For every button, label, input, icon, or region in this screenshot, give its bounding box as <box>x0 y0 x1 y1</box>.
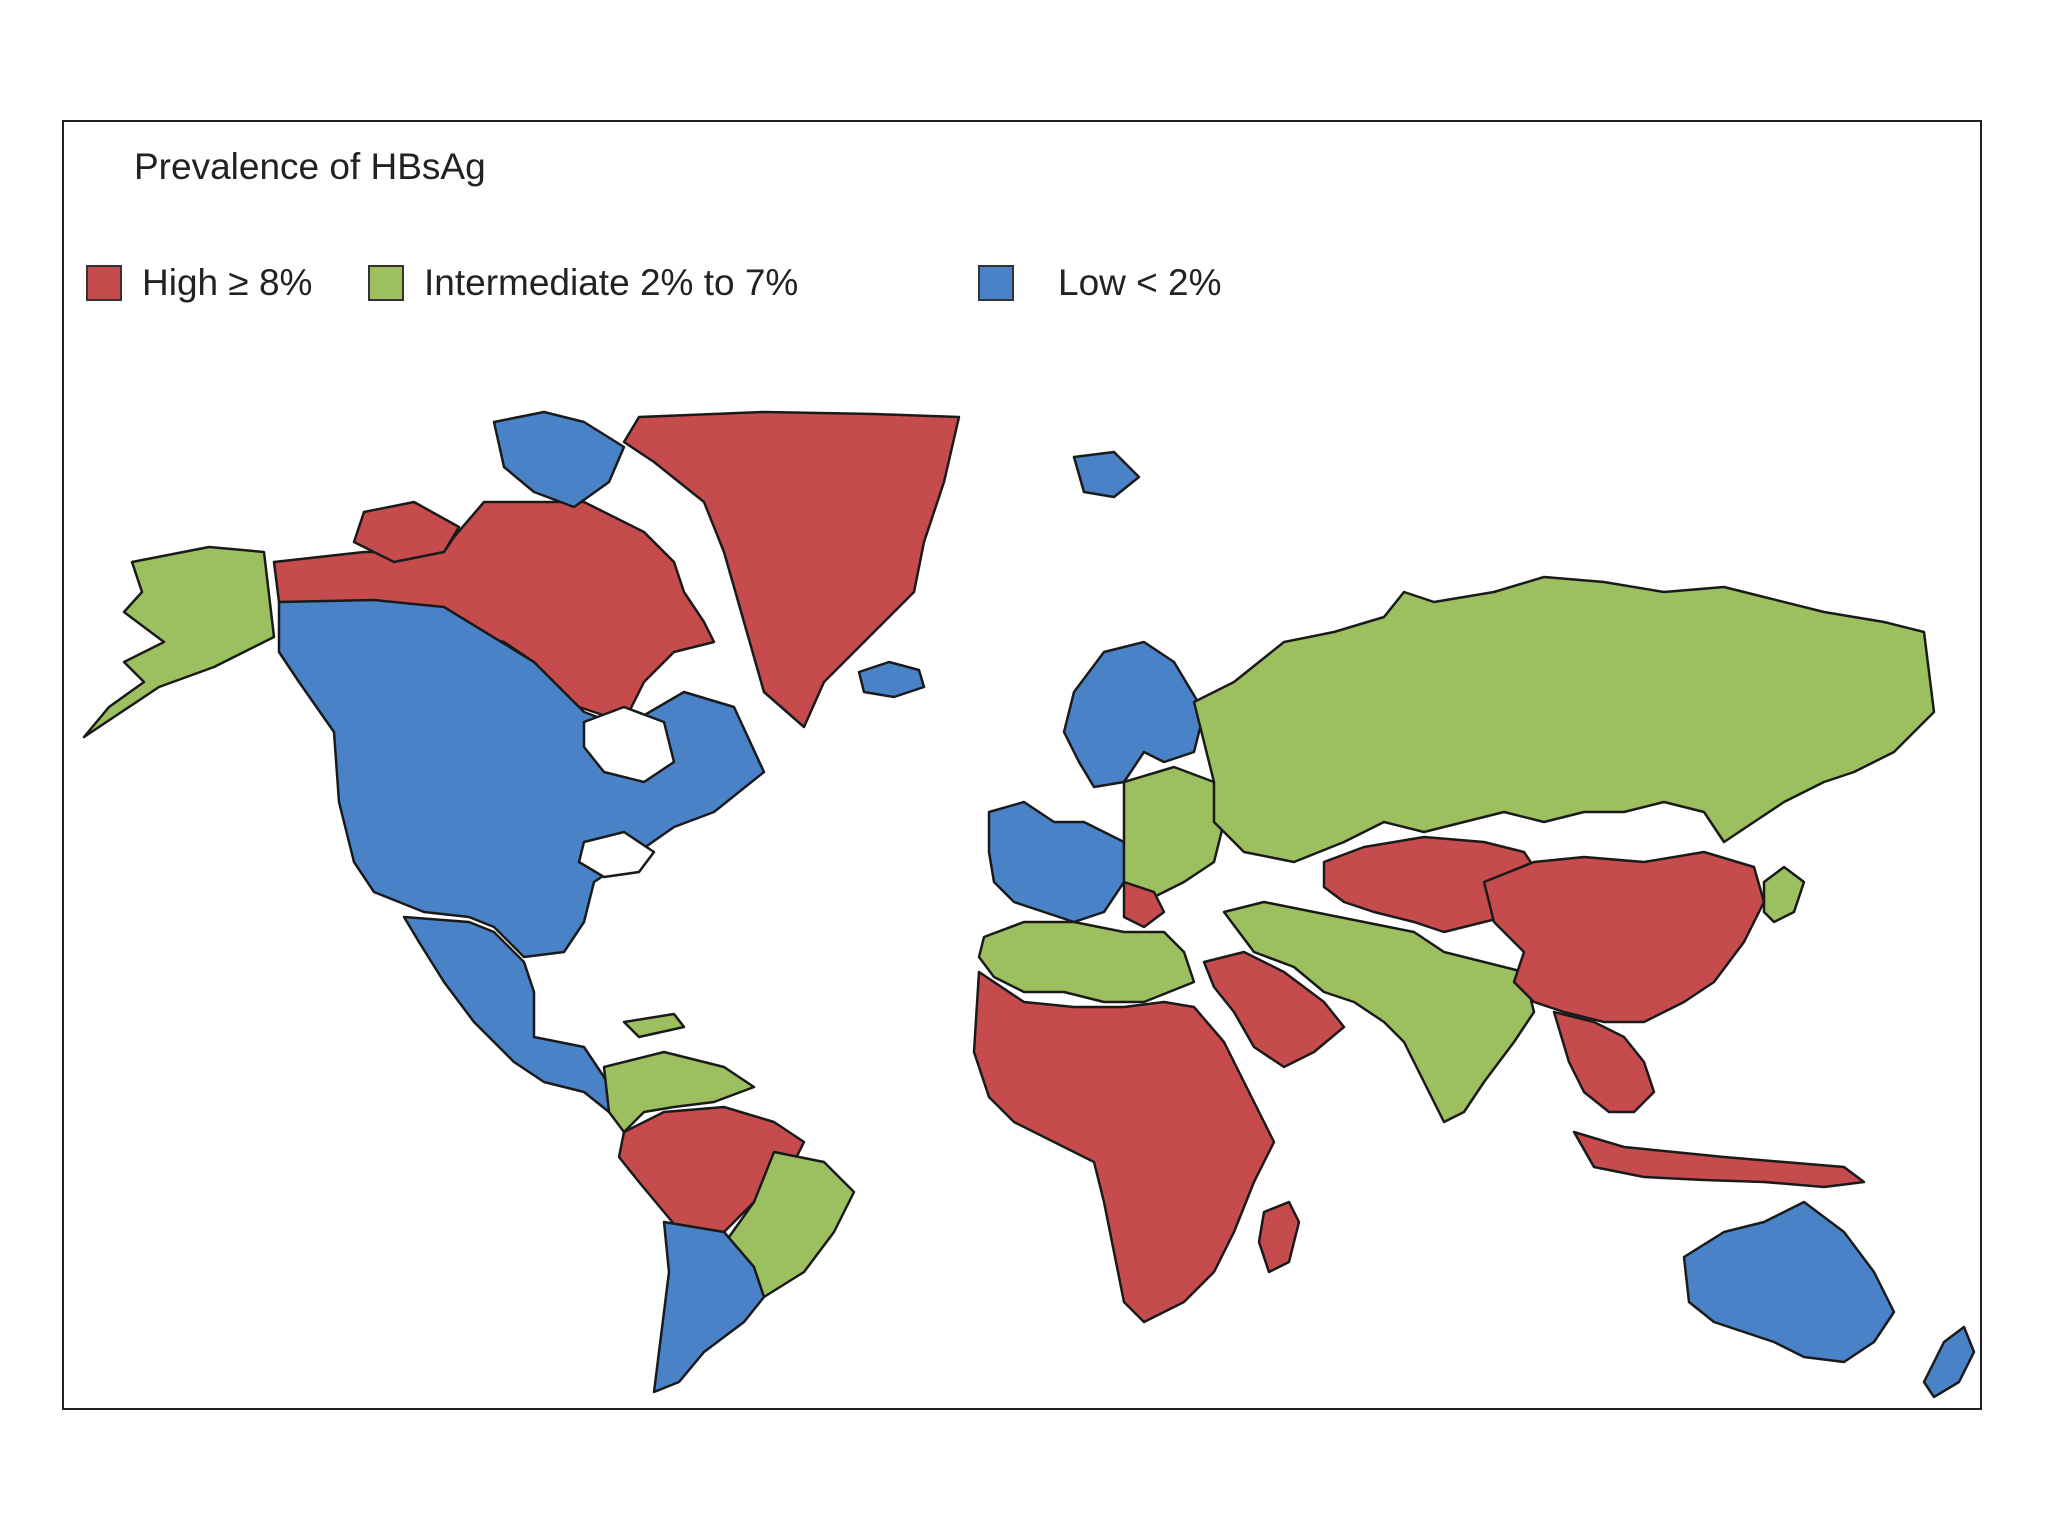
region-eastern-europe <box>1122 765 1226 899</box>
region-russia <box>1192 575 1936 864</box>
region-new-zealand <box>1922 1325 1976 1399</box>
legend-label-low: Low < 2% <box>1058 262 1222 303</box>
lake-hudson-bay <box>582 705 676 784</box>
world-map <box>82 410 1976 1399</box>
region-svalbard <box>1072 450 1141 499</box>
region-indonesia-philippines <box>1572 1130 1866 1189</box>
legend-item-intermediate: Intermediate 2% to 7% <box>368 262 798 304</box>
region-alaska <box>82 545 276 739</box>
legend-item-low: Low < 2% <box>978 262 1222 304</box>
region-madagascar <box>1257 1200 1301 1274</box>
map-figure: Prevalence of HBsAg High ≥ 8% Intermedia… <box>62 120 1982 1410</box>
region-southern-south-america <box>652 1220 766 1394</box>
region-arctic-archipelago <box>492 410 626 509</box>
legend-label-high: High ≥ 8% <box>142 262 313 303</box>
legend-swatch-intermediate <box>368 265 404 301</box>
region-colombia-venezuela <box>602 1050 756 1134</box>
region-china <box>1482 850 1766 1024</box>
legend-item-high: High ≥ 8% <box>86 262 312 304</box>
lake-great-lakes <box>577 830 656 879</box>
region-mexico-central-america <box>402 915 616 1114</box>
region-north-africa <box>977 920 1196 1004</box>
region-arctic-islands-high <box>352 500 461 564</box>
map-title: Prevalence of HBsAg <box>134 146 486 187</box>
region-scandinavia <box>1062 640 1206 789</box>
region-australia <box>1682 1200 1896 1364</box>
region-western-europe <box>987 800 1126 924</box>
legend-swatch-high <box>86 265 122 301</box>
region-sub-saharan-africa <box>972 970 1276 1324</box>
region-japan <box>1762 865 1806 924</box>
region-arabian-peninsula <box>1202 950 1346 1069</box>
legend-swatch-low <box>978 265 1014 301</box>
region-caribbean <box>622 1012 686 1039</box>
region-brazil-east <box>727 1150 856 1299</box>
region-balkans <box>1122 880 1166 929</box>
region-greenland <box>622 410 961 729</box>
region-iceland <box>857 660 926 699</box>
region-middle-east-south-asia <box>1222 900 1536 1124</box>
region-southeast-asia <box>1552 1010 1656 1114</box>
legend-label-intermediate: Intermediate 2% to 7% <box>424 262 799 303</box>
region-canada-us <box>277 598 766 959</box>
